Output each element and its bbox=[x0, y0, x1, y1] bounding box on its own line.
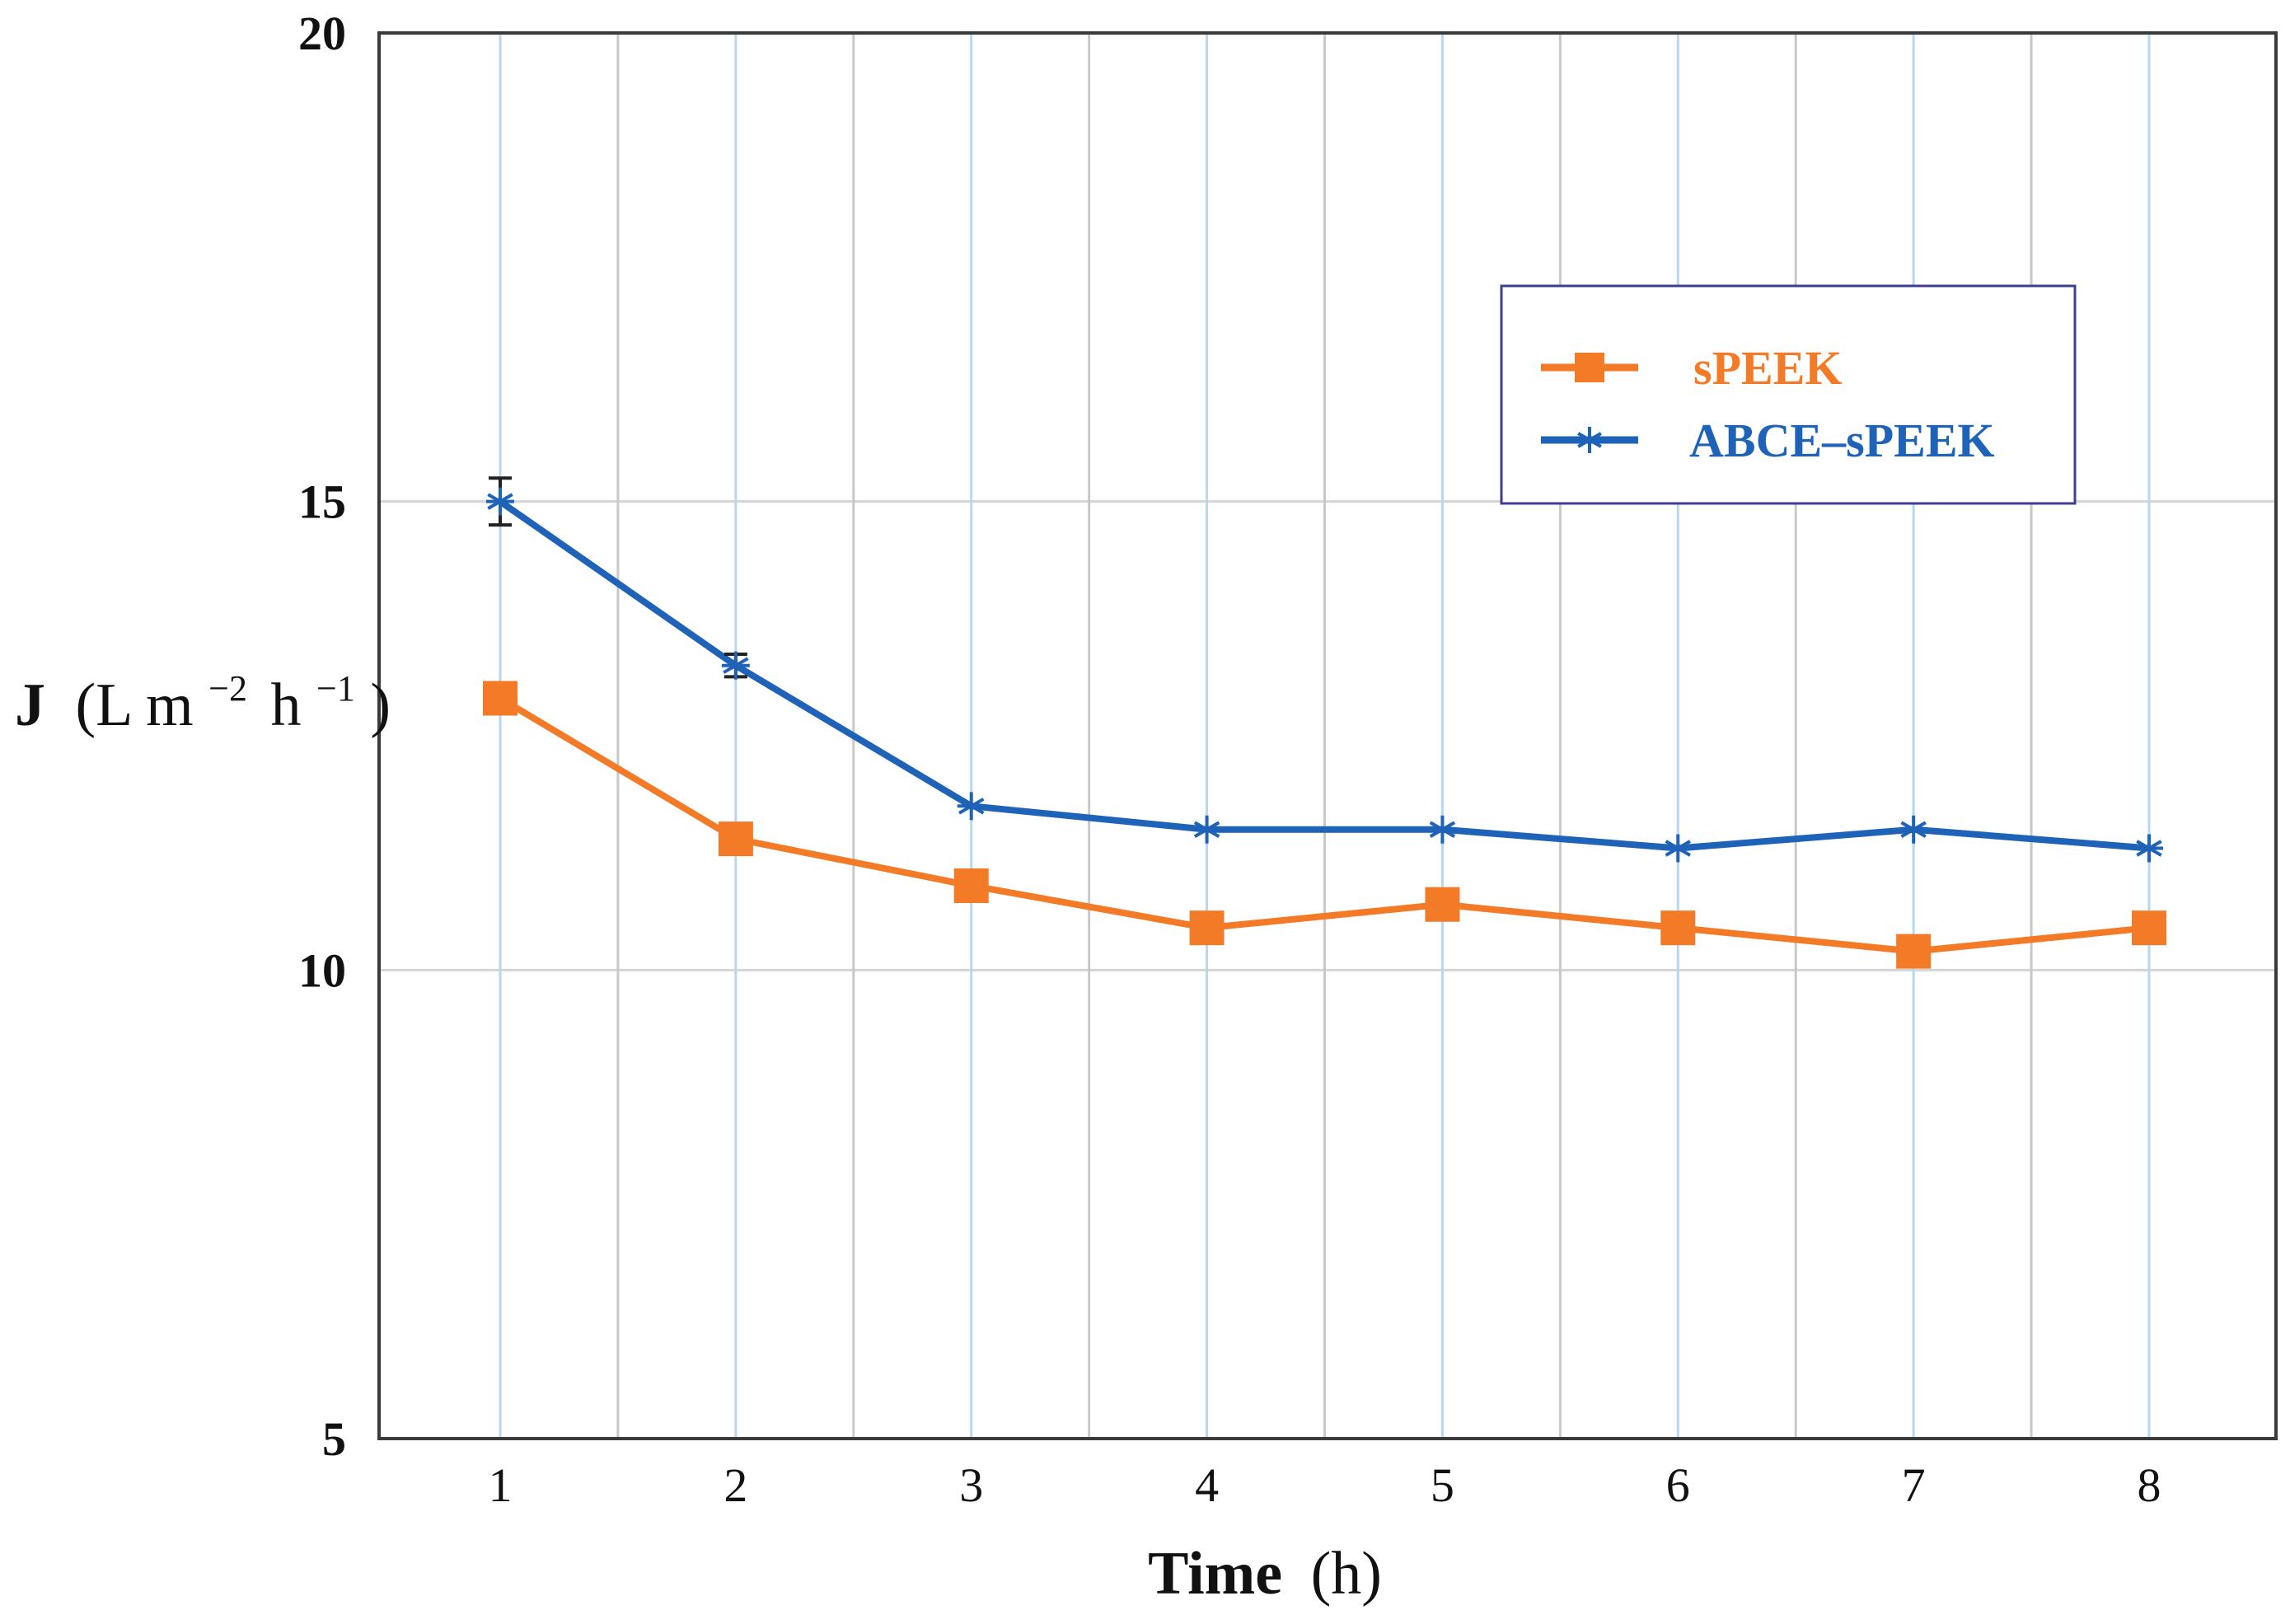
y-axis-title: J (L m −2 h −1 ) bbox=[15, 647, 391, 739]
y-axis-title-end: ) bbox=[370, 672, 391, 739]
legend-marker-speek bbox=[1575, 353, 1604, 382]
data-point bbox=[2135, 834, 2163, 863]
x-tick-label: 5 bbox=[1431, 1458, 1454, 1512]
data-point bbox=[953, 868, 989, 903]
series-group bbox=[483, 476, 2166, 969]
x-tick-label: 7 bbox=[1902, 1458, 1926, 1512]
y-axis-title-sup2: −1 bbox=[316, 668, 355, 709]
legend-label-abce-speek: ABCE–sPEEK bbox=[1689, 414, 1995, 467]
legend-box bbox=[1500, 284, 2077, 505]
y-axis-title-sup1: −2 bbox=[208, 668, 247, 709]
data-point bbox=[1899, 815, 1928, 844]
y-axis-title-symbol: J bbox=[15, 672, 45, 739]
x-tick-label: 4 bbox=[1195, 1458, 1219, 1512]
data-point bbox=[721, 651, 750, 680]
data-point bbox=[1660, 910, 1696, 946]
y-axis-title-unit: (L m bbox=[76, 672, 194, 739]
data-point bbox=[1425, 887, 1460, 922]
y-axis: 5 10 15 20 bbox=[298, 7, 346, 1466]
data-point bbox=[1192, 815, 1221, 844]
y-tick-label: 15 bbox=[298, 475, 346, 529]
x-tick-label: 6 bbox=[1666, 1458, 1690, 1512]
x-tick-label: 1 bbox=[489, 1458, 513, 1512]
data-point bbox=[2132, 910, 2166, 946]
data-point bbox=[1896, 934, 1932, 969]
y-axis-title-mid: h bbox=[271, 672, 302, 739]
legend: sPEEK ABCE–sPEEK bbox=[1500, 284, 2077, 505]
data-point bbox=[1664, 834, 1693, 863]
data-point bbox=[957, 792, 986, 821]
legend-marker-abce-speek bbox=[1576, 427, 1603, 453]
x-axis-title-bold: Time bbox=[1148, 1540, 1282, 1608]
x-axis: 1 2 3 4 5 6 7 8 bbox=[489, 1458, 2161, 1512]
y-tick-label: 20 bbox=[298, 7, 346, 60]
series-line-speek bbox=[498, 695, 2150, 955]
plot-frame bbox=[377, 31, 2278, 1440]
legend-label-speek: sPEEK bbox=[1693, 341, 1843, 395]
x-tick-label: 2 bbox=[724, 1458, 747, 1512]
series-line-abce-speek bbox=[498, 498, 2150, 852]
data-point bbox=[1189, 910, 1225, 946]
series-abce-speek bbox=[486, 476, 2163, 863]
legend-marker-asterisk bbox=[1576, 427, 1603, 453]
y-tick-label: 10 bbox=[298, 943, 346, 997]
data-point bbox=[1428, 815, 1457, 844]
x-axis-title-unit: (h) bbox=[1311, 1540, 1382, 1608]
y-tick-label: 5 bbox=[322, 1412, 346, 1466]
data-point bbox=[486, 487, 514, 516]
data-point bbox=[718, 821, 753, 857]
data-point bbox=[483, 681, 517, 716]
series-speek bbox=[483, 681, 2166, 969]
x-tick-label: 3 bbox=[959, 1458, 983, 1512]
x-tick-label: 8 bbox=[2138, 1458, 2161, 1512]
x-axis-title: Time (h) bbox=[1148, 1540, 1382, 1608]
grid bbox=[379, 33, 2276, 1439]
